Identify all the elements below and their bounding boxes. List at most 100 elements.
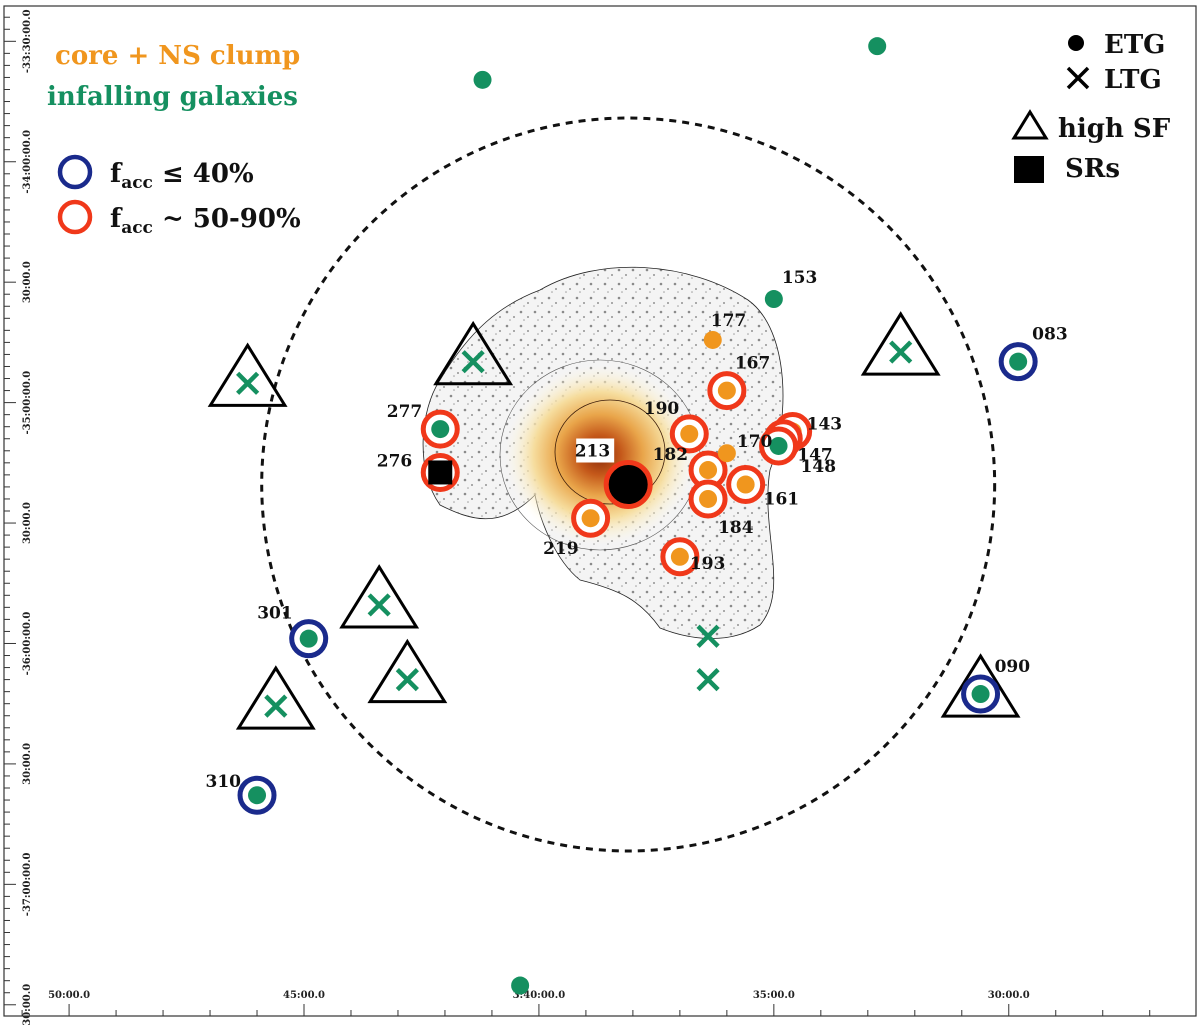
y-tick-label: 30:00.0 xyxy=(22,984,33,1026)
galaxy-marker-161 xyxy=(726,465,766,505)
legend-high-facc-circle xyxy=(57,199,93,235)
y-tick-label: -33:30:00.0 xyxy=(22,9,33,73)
galaxy-label: 190 xyxy=(644,399,680,419)
high-sf-triangle xyxy=(207,342,288,407)
etg-dot xyxy=(717,381,736,400)
galaxy-label: 182 xyxy=(653,445,689,465)
galaxy-marker-170 xyxy=(717,444,736,463)
galaxy-marker-276 xyxy=(420,452,460,492)
galaxy-marker-083 xyxy=(998,342,1038,382)
galaxy-label: 184 xyxy=(718,518,754,538)
galaxy-marker-301 xyxy=(289,619,329,659)
legend-etg-dot-icon xyxy=(1068,35,1084,51)
ltg-cross xyxy=(696,624,720,648)
galaxy-label: 153 xyxy=(782,268,818,288)
legend-ltg-text: LTG xyxy=(1104,65,1162,95)
galaxy-marker xyxy=(696,624,720,648)
etg-dot xyxy=(248,786,267,805)
etg-dot xyxy=(680,424,699,443)
etg-dot xyxy=(769,436,788,455)
galaxy-marker-167 xyxy=(707,371,747,411)
galaxy-label: 310 xyxy=(206,772,242,792)
high-sf-triangle xyxy=(339,564,420,629)
x-tick-label: 30:00.0 xyxy=(988,990,1030,1001)
galaxy-label: 167 xyxy=(735,354,771,374)
galaxy-marker-277 xyxy=(420,409,460,449)
ltg-cross xyxy=(264,694,288,718)
galaxy-marker xyxy=(235,665,316,730)
galaxy-label: 177 xyxy=(711,311,747,331)
galaxy-marker xyxy=(696,668,720,692)
galaxy-marker-177 xyxy=(703,330,722,349)
galaxy-markers xyxy=(207,37,1038,995)
x-tick-label: 35:00.0 xyxy=(753,990,795,1001)
high-sf-triangle xyxy=(367,638,448,704)
high-sf-triangle xyxy=(433,320,514,386)
galaxy-marker-184 xyxy=(688,479,728,519)
galaxy-marker-153 xyxy=(764,290,783,309)
galaxy-marker xyxy=(868,37,887,56)
etg-dot xyxy=(431,420,450,439)
galaxy-label: 301 xyxy=(257,604,293,624)
ltg-cross xyxy=(236,371,260,395)
galaxy-marker-148 xyxy=(759,426,799,466)
galaxy-marker xyxy=(339,564,420,629)
legend-top-right: ETG LTG high SF SRs xyxy=(1011,30,1171,184)
legend-low-facc-text: facc ≤ 40% xyxy=(110,159,254,193)
etg-dot xyxy=(1009,352,1028,371)
ltg-cross xyxy=(461,350,485,374)
legend-ltg-cross-icon xyxy=(1066,66,1090,90)
galaxy-label: 219 xyxy=(543,539,579,559)
etg-dot xyxy=(511,976,530,995)
galaxy-label: 148 xyxy=(801,457,837,477)
legend-group-core: core + NS clump xyxy=(55,41,300,71)
y-tick-label: -34:00:00.0 xyxy=(22,130,33,194)
etg-dot xyxy=(764,290,783,309)
galaxy-label: 276 xyxy=(377,451,413,471)
legend-srs-text: SRs xyxy=(1065,154,1120,184)
galaxy-marker xyxy=(433,320,514,386)
ltg-cross xyxy=(889,340,913,364)
ltg-cross xyxy=(367,593,391,617)
legend-high-facc-text: facc ~ 50-90% xyxy=(110,204,301,238)
legend-group-infall: infalling galaxies xyxy=(47,82,298,112)
legend-high-sf-triangle-icon xyxy=(1011,109,1049,140)
ltg-cross xyxy=(395,668,419,692)
y-tick-label: -36:00:00.0 xyxy=(22,612,33,676)
y-tick-label: -37:00:00.0 xyxy=(22,852,33,916)
galaxy-label: 083 xyxy=(1032,325,1068,345)
etg-dot xyxy=(717,444,736,463)
etg-dot xyxy=(868,37,887,56)
galaxy-label: 143 xyxy=(807,415,843,435)
etg-dot xyxy=(299,629,318,648)
legend-high-sf-text: high SF xyxy=(1058,114,1171,144)
galaxy-label: 170 xyxy=(737,432,773,452)
etg-dot xyxy=(703,330,722,349)
y-tick-label: -35:00:00.0 xyxy=(22,371,33,435)
galaxy-marker-213 xyxy=(603,460,653,510)
legend-top-left: core + NS clump infalling galaxies facc … xyxy=(47,41,301,238)
sr-square xyxy=(428,460,453,485)
x-tick-label: 3:40:00.0 xyxy=(513,990,566,1001)
axis-ticks xyxy=(4,16,1151,1016)
galaxy-label: 277 xyxy=(387,402,423,422)
y-tick-label: 30:00.0 xyxy=(22,743,33,785)
galaxy-marker-090 xyxy=(940,653,1021,718)
galaxy-label: 213 xyxy=(575,442,611,462)
galaxy-marker xyxy=(860,311,941,376)
x-tick-label: 50:00.0 xyxy=(48,990,90,1001)
galaxy-marker xyxy=(473,70,492,89)
galaxy-marker xyxy=(511,976,530,995)
galaxy-marker xyxy=(207,342,288,407)
galaxy-label: 090 xyxy=(995,657,1031,677)
x-tick-labels: 50:00.0 45:00.0 3:40:00.0 35:00.0 30:00.0 xyxy=(48,990,1030,1001)
x-tick-label: 45:00.0 xyxy=(283,990,325,1001)
legend-low-facc-circle xyxy=(57,154,93,190)
legend-etg-text: ETG xyxy=(1104,30,1165,60)
galaxy-marker-310 xyxy=(237,775,277,815)
emission-inner-contour xyxy=(554,399,666,505)
etg-dot xyxy=(699,461,718,480)
high-sf-triangle xyxy=(235,665,316,730)
legend-srs-square-icon xyxy=(1014,156,1044,183)
